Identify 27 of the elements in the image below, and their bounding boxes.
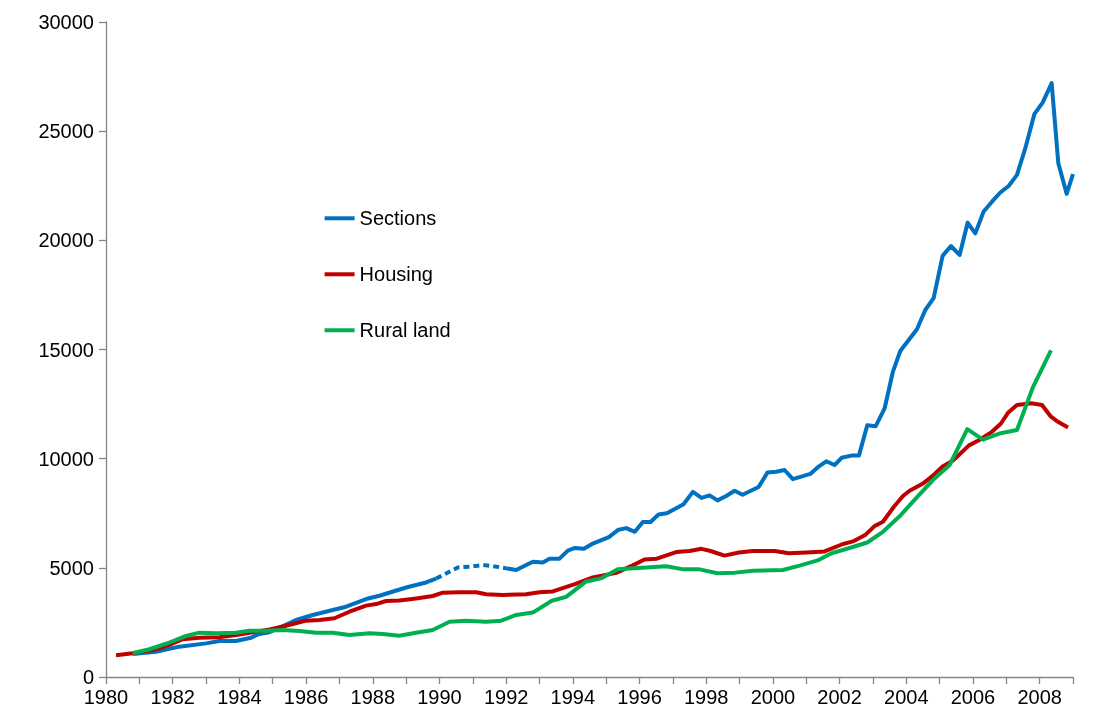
line-series: [130, 348, 1053, 656]
y-tick-label: 25000: [38, 120, 94, 143]
x-tick-label: 1992: [483, 686, 529, 708]
x-tick-label: 2008: [1017, 686, 1062, 708]
x-tick-label: 1996: [617, 686, 662, 708]
x-tick-label: 2000: [750, 686, 796, 708]
x-tick-label: 1984: [217, 686, 262, 708]
legend-label: Rural land: [359, 319, 451, 342]
x-tick-label: 1988: [350, 686, 396, 708]
x-tick-label: 2002: [817, 686, 862, 708]
y-tick-label: 10000: [38, 447, 94, 470]
x-tick-label: 1980: [83, 686, 129, 708]
x-tick-label: 1998: [683, 686, 729, 708]
y-tick-label: 15000: [38, 338, 94, 361]
x-tick-label: 1982: [150, 686, 195, 708]
line-series: [114, 401, 1070, 658]
x-tick-label: 2004: [884, 686, 929, 708]
y-tick-label: 20000: [38, 229, 94, 252]
y-tick-label: 5000: [49, 556, 94, 579]
x-tick-label: 1990: [417, 686, 462, 708]
x-tick-label: 1994: [550, 686, 596, 708]
y-tick-label: 30000: [38, 11, 94, 33]
x-tick-label: 2006: [950, 686, 996, 708]
legend-label: Sections: [359, 207, 437, 230]
y-tick-label: 0: [82, 666, 94, 688]
x-tick-label: 1986: [283, 686, 329, 708]
legend-label: Housing: [359, 263, 433, 286]
